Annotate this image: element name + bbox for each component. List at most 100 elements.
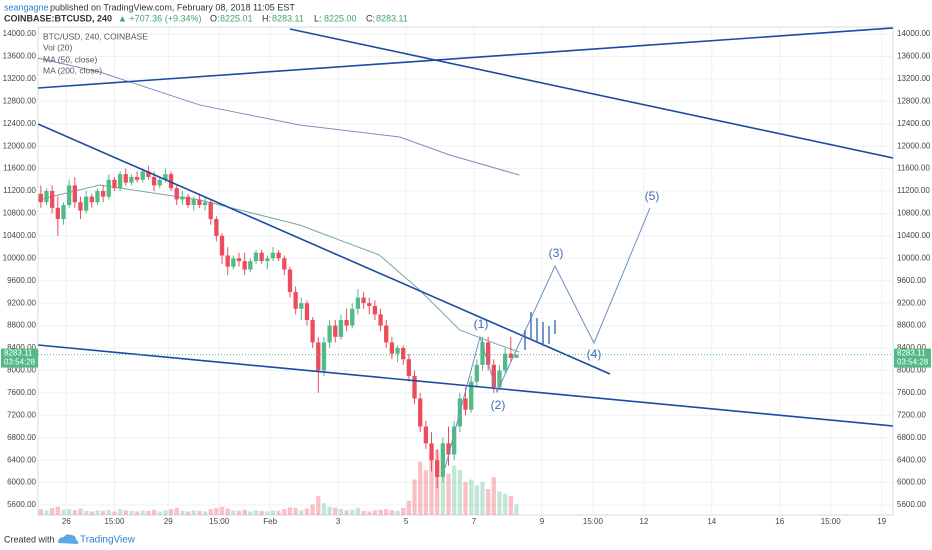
y-tick-label-right: 7200.00 <box>897 410 926 419</box>
legend-entry: MA (50, close) <box>43 54 97 64</box>
volume-bar <box>50 507 55 515</box>
ohlc-label: H: <box>262 13 271 23</box>
volume-bar <box>401 507 406 515</box>
volume-bar <box>134 511 140 515</box>
wave-label: (5) <box>645 189 660 203</box>
volume-bar <box>344 510 349 515</box>
volume-bar <box>423 470 429 515</box>
y-tick-label: 12000.00 <box>3 141 37 150</box>
countdown-label: 03:54:28 <box>897 358 929 367</box>
x-tick-label: 7 <box>472 517 477 526</box>
volume-bar <box>55 506 60 515</box>
y-tick-label-right: 12400.00 <box>897 119 931 128</box>
y-tick-label-right: 6000.00 <box>897 478 926 487</box>
price-tag-label: 8283.11 <box>897 349 926 358</box>
volume-bar <box>83 510 89 515</box>
legend-entry: Vol (20) <box>43 42 72 52</box>
ohlc-label: L: <box>314 13 322 23</box>
y-tick-label: 5600.00 <box>7 500 36 509</box>
candle-body <box>129 176 134 183</box>
candle-body <box>316 342 321 371</box>
volume-bar <box>180 510 185 515</box>
candle-body <box>146 171 151 177</box>
volume-bar <box>197 510 202 515</box>
ohlc-value: 8225.01 <box>220 13 253 23</box>
volume-bar <box>474 485 479 515</box>
volume-bar <box>395 510 400 515</box>
volume-bar <box>502 493 508 515</box>
wave-label: (2) <box>491 398 506 412</box>
price-tag <box>894 348 931 368</box>
candle-body <box>418 398 423 427</box>
candle-body <box>282 258 287 270</box>
volume <box>38 450 519 515</box>
volume-bar <box>270 510 276 515</box>
wave-label: (1) <box>474 317 489 331</box>
candle-body <box>242 261 247 270</box>
x-tick-label: 15:00 <box>821 517 842 526</box>
volume-bar <box>457 470 462 515</box>
volume-bar <box>202 511 208 515</box>
legend-entry: MA (200, close) <box>43 65 102 75</box>
x-tick-label: 5 <box>404 517 409 526</box>
y-tick-label: 11600.00 <box>3 164 36 173</box>
candle-body <box>214 219 219 236</box>
author[interactable]: seangagne <box>4 2 49 12</box>
candle-body <box>112 179 117 189</box>
candle-body <box>236 258 242 262</box>
volume-bar <box>66 509 72 515</box>
footer-brand[interactable]: TradingView <box>80 535 136 546</box>
volume-bar <box>168 509 174 515</box>
x-tick-label: Feb <box>263 517 277 526</box>
candle-body <box>168 174 174 189</box>
footer-text: Created with <box>4 534 55 544</box>
y-tick-label: 8400.00 <box>7 343 36 352</box>
volume-bar <box>372 510 378 515</box>
candle-body <box>491 364 496 388</box>
volume-bar <box>174 507 179 515</box>
volume-bar <box>123 510 128 515</box>
countdown-label: 03:54:28 <box>4 358 36 367</box>
volume-bar <box>44 510 49 515</box>
candles <box>38 165 519 489</box>
y-tick-label-right: 12800.00 <box>897 96 931 105</box>
candle-body <box>248 261 253 270</box>
candle-body <box>304 303 310 320</box>
candle-body <box>485 342 491 365</box>
volume-bar <box>129 510 134 515</box>
price-tag-label: 8283.11 <box>4 349 33 358</box>
y-tick-label-right: 11200.00 <box>897 186 930 195</box>
candle-body <box>384 325 389 343</box>
volume-bar <box>146 510 151 515</box>
volume-bar <box>100 510 106 515</box>
published: published on TradingView.com, February 0… <box>50 2 295 12</box>
candle-body <box>429 443 434 461</box>
y-tick-label-right: 8000.00 <box>897 366 926 375</box>
volume-bar <box>389 510 395 515</box>
candle-body <box>191 199 196 206</box>
x-tick-label: 19 <box>877 517 886 526</box>
candle-body <box>83 196 89 211</box>
candle-body <box>508 353 513 358</box>
volume-bar <box>89 511 94 515</box>
y-tick-label: 12400.00 <box>3 119 37 128</box>
candle-body <box>514 354 519 358</box>
x-tick-label: 26 <box>62 517 71 526</box>
volume-bar <box>287 507 293 515</box>
y-tick-label: 9200.00 <box>7 298 36 307</box>
volume-bar <box>140 510 145 515</box>
candle-body <box>327 325 332 343</box>
y-tick-label-right: 13600.00 <box>897 52 931 61</box>
y-tick-label: 13600.00 <box>3 52 37 61</box>
volume-bar <box>163 510 168 515</box>
volume-bar <box>440 467 446 515</box>
candle-body <box>117 174 123 189</box>
y-tick-label: 7200.00 <box>7 410 36 419</box>
volume-bar <box>151 509 157 515</box>
moving-averages <box>37 57 520 353</box>
candle-body <box>338 319 344 337</box>
candle-body <box>276 252 281 259</box>
volume-bar <box>208 509 213 515</box>
